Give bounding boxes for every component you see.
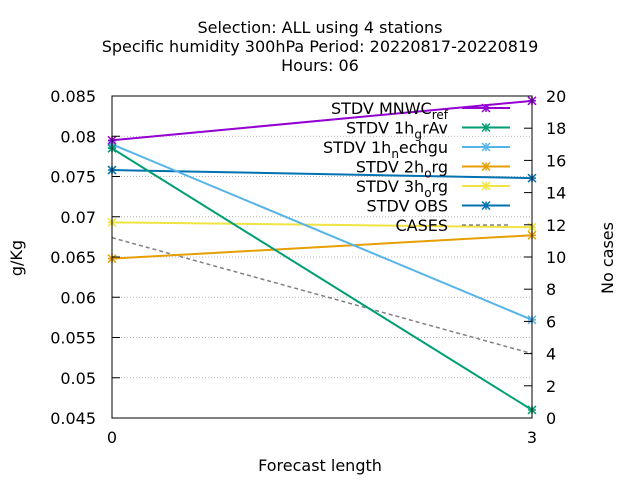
legend-label: STDV MNWCref [331, 99, 449, 122]
y-axis-label: g/Kg [7, 240, 26, 276]
legend-label: CASES [395, 216, 448, 235]
y-tick-label: 0.075 [50, 168, 96, 187]
data-point [481, 161, 491, 172]
y-tick-label: 0.065 [50, 248, 96, 267]
legend-entry: STDV 1hnechgu [323, 138, 510, 161]
y2-tick-label: 18 [546, 119, 566, 138]
x-axis-label: Forecast length [258, 456, 382, 475]
y-tick-label: 0.05 [60, 369, 96, 388]
y2-tick-label: 12 [546, 216, 566, 235]
y-tick-label: 0.08 [60, 127, 96, 146]
x-tick-label: 0 [107, 428, 117, 447]
chart-title-line-2: Specific humidity 300hPa Period: 2022081… [102, 37, 539, 56]
data-point [481, 103, 491, 113]
y2-axis-label: No cases [598, 222, 617, 294]
y2-tick-label: 10 [546, 248, 566, 267]
y-tick-label: 0.055 [50, 329, 96, 348]
series-line [111, 169, 533, 180]
grid-lines [112, 135, 532, 379]
y-tick-label: 0.07 [60, 208, 96, 227]
y-tick-label: 0.085 [50, 87, 96, 106]
axis-ticks: 0.045 0.05 0.055 0.06 0.065 0.07 0.075 0.08 0.08… [50, 87, 566, 447]
legend-entry: STDV 1hgrAv [346, 119, 510, 142]
series-line [111, 147, 533, 411]
legend-label: STDV OBS [367, 197, 448, 216]
legend-entry: STDV MNWCref [331, 99, 510, 122]
legend-label: STDV 1hnechgu [323, 138, 448, 161]
data-point [481, 181, 491, 191]
legend-entry: STDV OBS [367, 197, 510, 216]
data-point [481, 200, 491, 211]
y2-tick-label: 0 [546, 409, 556, 428]
y-tick-label: 0.045 [50, 409, 96, 428]
y2-tick-label: 20 [546, 87, 566, 106]
series-line [111, 143, 533, 321]
legend-entry: CASES [395, 216, 510, 235]
chart-title-line-1: Selection: ALL using 4 stations [197, 18, 442, 37]
series-line [111, 99, 533, 142]
y2-tick-label: 6 [546, 312, 556, 331]
series-line [111, 221, 533, 229]
data-point [481, 122, 491, 133]
y2-tick-label: 14 [546, 184, 566, 203]
y2-tick-label: 4 [546, 345, 556, 364]
data-point [481, 142, 491, 152]
legend-label: STDV 2horg [356, 158, 448, 181]
series-line [111, 234, 533, 260]
x-tick-label: 3 [527, 428, 537, 447]
y2-tick-label: 2 [546, 377, 556, 396]
legend-label: STDV 1hgrAv [346, 119, 448, 142]
legend-entry: STDV 2horg [356, 158, 510, 181]
y-tick-label: 0.06 [60, 288, 96, 307]
series-line [111, 236, 533, 355]
chart-title-line-3: Hours: 06 [281, 56, 359, 75]
y2-tick-label: 16 [546, 151, 566, 170]
y2-tick-label: 8 [546, 280, 556, 299]
